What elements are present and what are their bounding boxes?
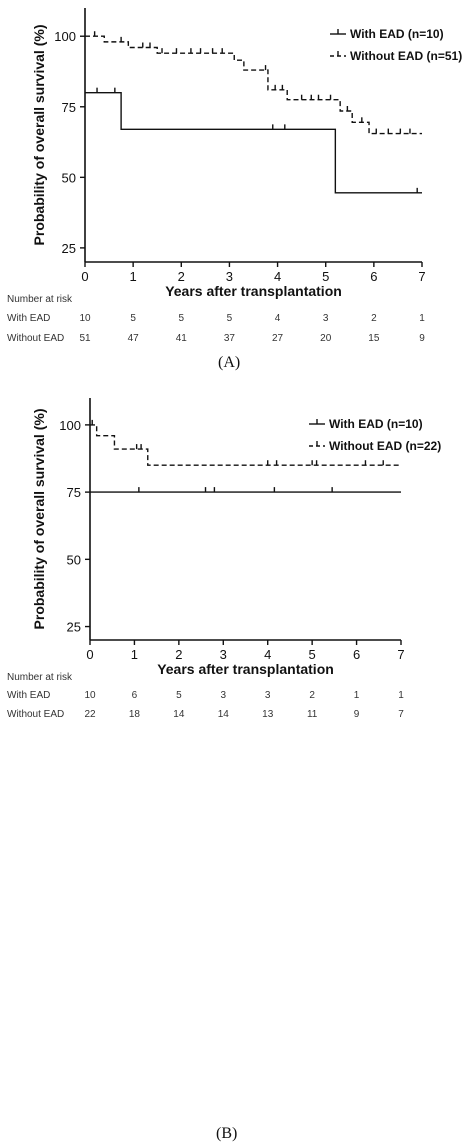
risk-count: 22 bbox=[84, 709, 96, 720]
y-axis-title: Probability of overall survival (%) bbox=[31, 25, 47, 246]
legend-label: With EAD (n=10) bbox=[329, 417, 423, 431]
x-tick-label: 6 bbox=[353, 647, 360, 662]
km-chart-panel-a: 0 1 2 3 4 5 6 7 25 50 75 100 Years after transplanta… bbox=[0, 0, 474, 390]
x-tick-label: 6 bbox=[370, 269, 377, 284]
risk-count: 4 bbox=[275, 313, 281, 324]
y-axis-title: Probability of overall survival (%) bbox=[31, 409, 47, 630]
x-tick-label: 7 bbox=[397, 647, 404, 662]
y-tick-label: 50 bbox=[62, 170, 76, 185]
risk-count: 41 bbox=[176, 333, 188, 344]
x-tick-label: 5 bbox=[322, 269, 329, 284]
x-tick-label: 1 bbox=[130, 269, 137, 284]
risk-count: 20 bbox=[320, 333, 332, 344]
risk-count: 47 bbox=[128, 333, 140, 344]
y-tick-label: 75 bbox=[62, 100, 76, 115]
x-tick-label: 2 bbox=[175, 647, 182, 662]
risk-count: 5 bbox=[227, 313, 233, 324]
risk-count: 3 bbox=[265, 690, 271, 701]
y-tick-label: 100 bbox=[54, 29, 76, 44]
risk-count: 3 bbox=[323, 313, 329, 324]
risk-count: 14 bbox=[218, 709, 230, 720]
risk-count: 5 bbox=[130, 313, 136, 324]
x-tick-label: 0 bbox=[81, 269, 88, 284]
x-tick-label: 2 bbox=[178, 269, 185, 284]
risk-count: 2 bbox=[309, 690, 315, 701]
risk-count: 13 bbox=[262, 709, 274, 720]
risk-table-title: Number at risk bbox=[7, 294, 73, 305]
y-tick-label: 25 bbox=[67, 620, 81, 635]
x-axis-title: Years after transplantation bbox=[165, 283, 342, 299]
x-tick-label: 3 bbox=[220, 647, 227, 662]
legend-label: Without EAD (n=22) bbox=[329, 439, 441, 453]
risk-count: 37 bbox=[224, 333, 236, 344]
x-tick-label: 4 bbox=[274, 269, 281, 284]
risk-count: 18 bbox=[129, 709, 141, 720]
risk-count: 5 bbox=[179, 313, 185, 324]
risk-row-label: Without EAD bbox=[7, 709, 64, 720]
km-curve-without-ead bbox=[90, 424, 401, 466]
risk-count: 1 bbox=[419, 313, 425, 324]
km-chart-panel-b: 0 1 2 3 4 5 6 7 25 50 75 100 Years after transplanta… bbox=[0, 390, 474, 1142]
risk-count: 10 bbox=[84, 690, 96, 701]
risk-count: 10 bbox=[79, 313, 91, 324]
risk-count: 11 bbox=[307, 709, 318, 720]
risk-count: 1 bbox=[354, 690, 360, 701]
legend-label: Without EAD (n=51) bbox=[350, 49, 462, 63]
risk-table-title: Number at risk bbox=[7, 672, 73, 683]
risk-count: 3 bbox=[221, 690, 227, 701]
legend-label: With EAD (n=10) bbox=[350, 27, 444, 41]
risk-count: 9 bbox=[419, 333, 425, 344]
x-tick-label: 7 bbox=[418, 269, 425, 284]
risk-count: 15 bbox=[368, 333, 380, 344]
risk-count: 7 bbox=[398, 709, 404, 720]
km-curve-with-ead bbox=[85, 91, 422, 194]
x-tick-label: 5 bbox=[309, 647, 316, 662]
x-tick-label: 4 bbox=[264, 647, 271, 662]
risk-row-label: With EAD bbox=[7, 690, 50, 701]
y-tick-label: 75 bbox=[67, 485, 81, 500]
risk-count: 9 bbox=[354, 709, 360, 720]
x-tick-label: 3 bbox=[226, 269, 233, 284]
risk-count: 6 bbox=[132, 690, 138, 701]
x-tick-label: 0 bbox=[86, 647, 93, 662]
risk-count: 14 bbox=[173, 709, 185, 720]
y-tick-label: 50 bbox=[67, 552, 81, 567]
y-tick-label: 100 bbox=[59, 418, 81, 433]
panel-label-a: (A) bbox=[218, 354, 241, 371]
risk-row-label: With EAD bbox=[7, 313, 50, 324]
risk-count: 2 bbox=[371, 313, 377, 324]
risk-row-label: Without EAD bbox=[7, 333, 64, 344]
risk-count: 1 bbox=[398, 690, 404, 701]
y-tick-label: 25 bbox=[62, 241, 76, 256]
x-axis-title: Years after transplantation bbox=[157, 661, 334, 677]
risk-count: 5 bbox=[176, 690, 182, 701]
x-tick-label: 1 bbox=[131, 647, 138, 662]
km-curve-without-ead bbox=[85, 35, 422, 135]
risk-count: 51 bbox=[79, 333, 91, 344]
panel-label-b: (B) bbox=[216, 1125, 238, 1142]
risk-count: 27 bbox=[272, 333, 284, 344]
